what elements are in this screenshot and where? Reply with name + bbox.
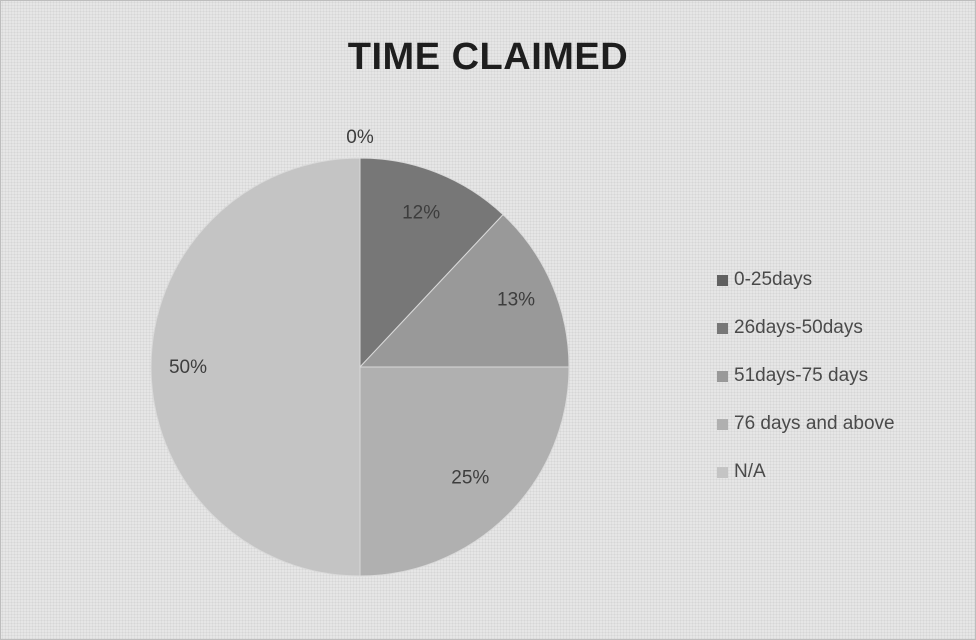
legend-label: 51days-75 days [734, 365, 869, 386]
slice-data-label: 12% [402, 203, 440, 224]
legend: 0-25days 26days-50days 51days-75 days 76… [717, 256, 895, 496]
legend-item: 0-25days [717, 256, 895, 304]
legend-label: 26days-50days [734, 317, 863, 338]
legend-item: N/A [717, 448, 895, 496]
legend-item: 51days-75 days [717, 352, 895, 400]
legend-item: 26days-50days [717, 304, 895, 352]
legend-label: 0-25days [734, 269, 813, 290]
slice-data-label: 50% [169, 357, 207, 378]
pie-slice [359, 157, 504, 369]
legend-label: 76 days and above [734, 413, 895, 434]
slice-data-label: 25% [451, 467, 489, 488]
slice-data-label: 13% [497, 289, 535, 310]
pie-slice [359, 366, 570, 577]
legend-swatch [717, 322, 728, 334]
legend-label: N/A [734, 461, 766, 482]
legend-item: 76 days and above [717, 400, 895, 448]
legend-swatch [717, 274, 728, 286]
legend-swatch [717, 370, 728, 382]
pie-slice [358, 213, 570, 368]
legend-swatch [717, 418, 728, 430]
chart-title: TIME CLAIMED [347, 36, 629, 78]
legend-swatch [717, 466, 728, 478]
pie-slice [150, 157, 361, 577]
slice-data-label: 0% [346, 127, 374, 148]
